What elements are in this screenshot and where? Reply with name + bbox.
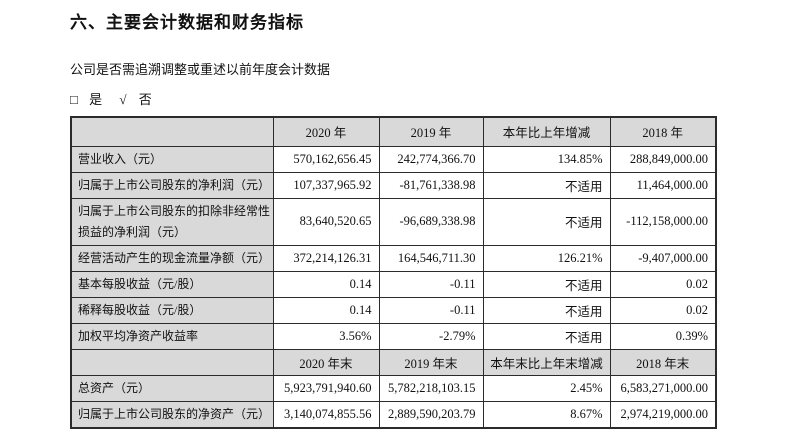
cell-value: 不适用 [482,270,611,298]
column-header: 2019 年 [378,116,484,147]
cell-value: -81,761,338.98 [378,171,484,199]
cell-value: 2,889,590,203.79 [378,400,484,428]
cell-value: -96,689,338.98 [378,197,484,246]
check-icon: √ [119,92,127,107]
column-header: 2019 年末 [378,348,484,376]
cell-value: 0.02 [609,270,717,298]
column-header: 本年末比上年末增减 [482,348,611,376]
table-row: 营业收入（元） 570,162,656.45 242,774,366.70 134.8… [70,145,717,173]
cell-value: 3.56% [272,322,380,350]
column-header: 2018 年 [609,116,717,147]
row-label: 加权平均净资产收益率 [70,322,274,350]
row-label: 经营活动产生的现金流量净额（元） [70,244,274,272]
cell-value: 0.14 [272,296,380,324]
financial-table-body: 2020 年 2019 年本年比上年增减 2018 年营业收入（元） 570,162,… [70,116,717,428]
cell-value: 570,162,656.45 [272,145,380,173]
row-label: 总资产（元） [70,374,274,402]
cell-value: -9,407,000.00 [609,244,717,272]
row-label: 归属于上市公司股东的净资产（元） [70,400,274,428]
cell-value: -112,158,000.00 [609,197,717,246]
cell-value: 2,974,219,000.00 [609,400,717,428]
cell-value: 288,849,000.00 [609,145,717,173]
column-header: 2018 年末 [609,348,717,376]
table-row: 总资产（元） 5,923,791,940.60 5,782,218,103.15 2.… [70,374,717,402]
section-title: 六、主要会计数据和财务指标 [70,13,304,32]
cell-value: -2.79% [378,322,484,350]
cell-value: 6,583,271,000.00 [609,374,717,402]
restatement-question: 公司是否需追溯调整或重述以前年度会计数据 [70,62,331,77]
cell-value: -0.11 [378,296,484,324]
table-row: 归属于上市公司股东的净利润（元） 107,337,965.92 -81,761,33… [70,171,717,199]
column-header [70,348,274,376]
table-row: 归属于上市公司股东的扣除非经常性损益的净利润（元） 83,640,520.65 -9… [70,197,717,246]
cell-value: 2.45% [482,374,611,402]
row-label: 归属于上市公司股东的扣除非经常性损益的净利润（元） [70,197,274,246]
yes-no-choice: □ 是 √ 否 [70,89,790,108]
cell-value: 5,923,791,940.60 [272,374,380,402]
column-header: 2020 年 [272,116,380,147]
cell-value: 不适用 [482,296,611,324]
cell-value: 372,214,126.31 [272,244,380,272]
cell-value: 8.67% [482,400,611,428]
row-label: 营业收入（元） [70,145,274,173]
table-header-row: 2020 年 2019 年本年比上年增减 2018 年 [70,116,717,147]
cell-value: 242,774,366.70 [378,145,484,173]
table-row: 经营活动产生的现金流量净额（元） 372,214,126.31 164,546,71… [70,244,717,272]
table-header-row: 2020 年末 2019 年末 本年末比上年末增减 2018 年末 [70,348,717,376]
checkbox-unchecked-icon: □ [70,92,78,107]
cell-value: 5,782,218,103.15 [378,374,484,402]
no-label: 否 [138,92,152,107]
cell-value: 83,640,520.65 [272,197,380,246]
row-label: 归属于上市公司股东的净利润（元） [70,171,274,199]
table-row: 基本每股收益（元/股） 0.14 -0.11 不适用 0.02 [70,270,717,298]
cell-value: 0.02 [609,296,717,324]
cell-value: -0.11 [378,270,484,298]
yes-label: 是 [89,92,103,107]
table-row: 稀释每股收益（元/股） 0.14 -0.11 不适用 0.02 [70,296,717,324]
column-header [70,116,274,147]
row-label: 基本每股收益（元/股） [70,270,274,298]
table-row: 归属于上市公司股东的净资产（元） 3,140,074,855.56 2,889,59… [70,400,717,428]
cell-value: 不适用 [482,322,611,350]
column-header: 2020 年末 [272,348,380,376]
column-header: 本年比上年增减 [482,116,611,147]
cell-value: 不适用 [482,171,611,199]
cell-value: 164,546,711.30 [378,244,484,272]
cell-value: 0.14 [272,270,380,298]
cell-value: 不适用 [482,197,611,246]
cell-value: 3,140,074,855.56 [272,400,380,428]
cell-value: 126.21% [482,244,611,272]
cell-value: 134.85% [482,145,611,173]
row-label: 稀释每股收益（元/股） [70,296,274,324]
cell-value: 11,464,000.00 [609,171,717,199]
table-row: 加权平均净资产收益率 3.56% -2.79% 不适用 0.39% [70,322,717,350]
financial-table: 2020 年 2019 年本年比上年增减 2018 年营业收入（元） 570,162,… [70,116,717,429]
cell-value: 107,337,965.92 [272,171,380,199]
cell-value: 0.39% [609,322,717,350]
